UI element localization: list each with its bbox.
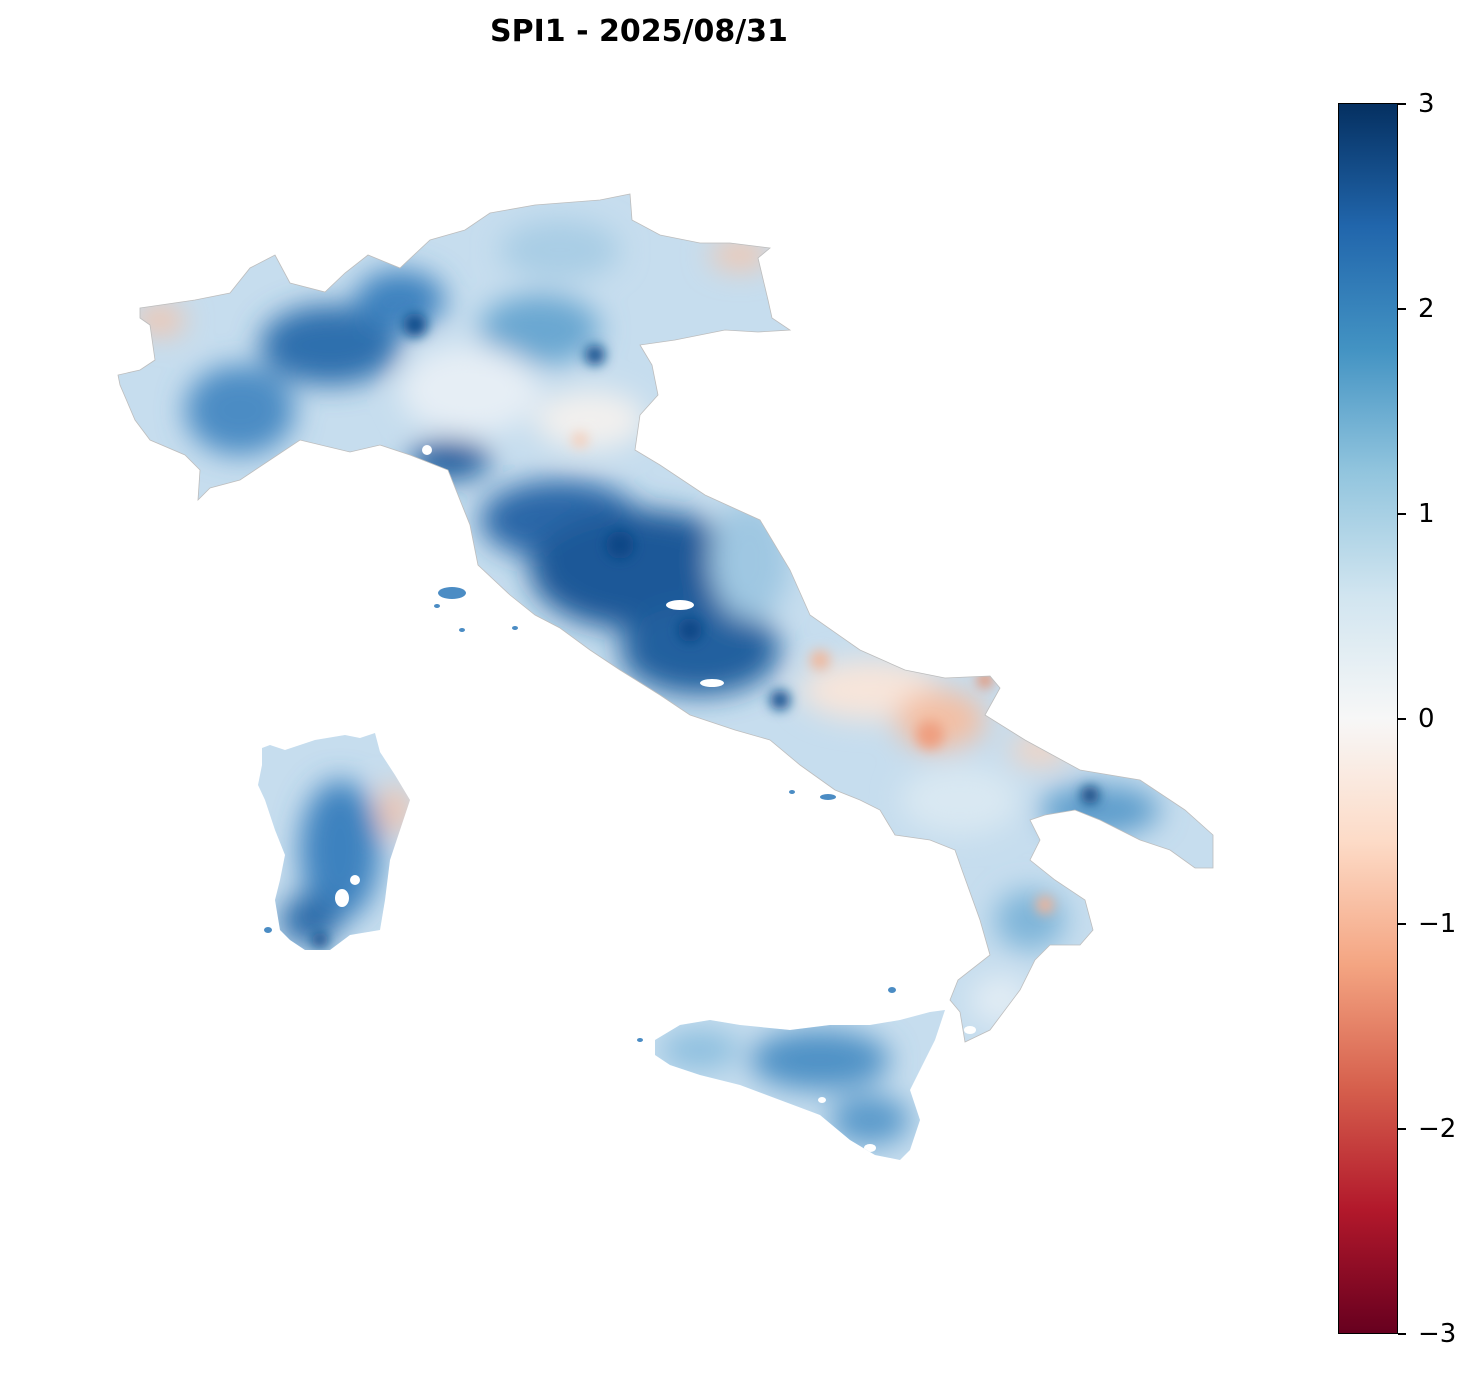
colorbar-tick — [1398, 1333, 1406, 1335]
colorbar-tick-label: 3 — [1418, 89, 1435, 119]
spi-raster — [118, 194, 1213, 1160]
small-islands — [264, 587, 896, 1042]
colorbar-tick — [1398, 718, 1406, 720]
colorbar-tick-label: −2 — [1418, 1114, 1457, 1144]
colorbar-tick-label: 0 — [1418, 704, 1435, 734]
colorbar-tick-label: 1 — [1418, 499, 1435, 529]
colorbar-tick — [1398, 513, 1406, 515]
colorbar-tick — [1398, 308, 1406, 310]
colorbar-tick — [1398, 103, 1406, 105]
colorbar-tick-label: −3 — [1418, 1319, 1457, 1349]
colorbar — [1338, 103, 1398, 1334]
colorbar-tick — [1398, 923, 1406, 925]
colorbar-tick-label: −1 — [1418, 909, 1457, 939]
colorbar-tick-label: 2 — [1418, 294, 1435, 324]
map-title: SPI1 - 2025/08/31 — [490, 14, 788, 49]
colorbar-tick — [1398, 1128, 1406, 1130]
